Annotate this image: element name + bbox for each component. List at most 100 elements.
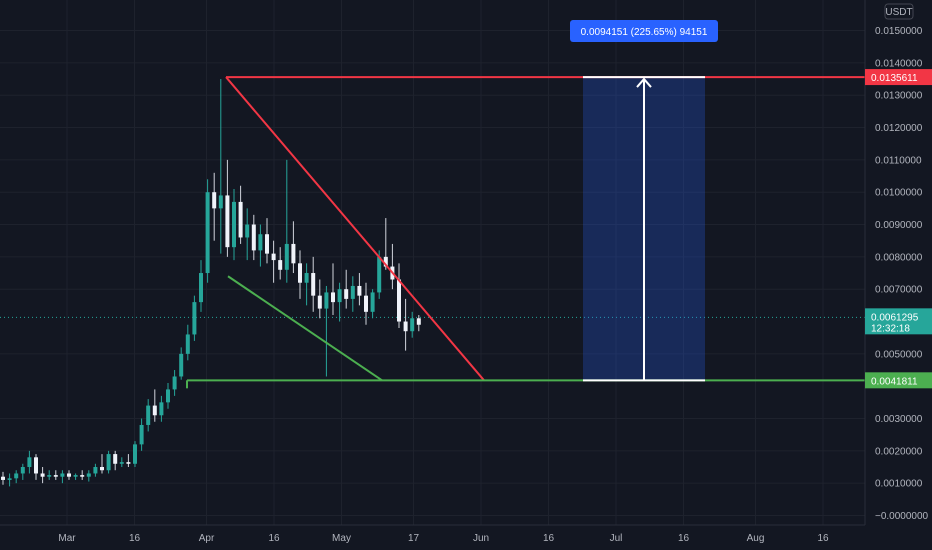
y-tick-label: 0.0090000 (875, 220, 923, 231)
candle-body (304, 273, 309, 283)
y-tick-label: 0.0100000 (875, 188, 923, 199)
y-tick-label: 0.0140000 (875, 58, 923, 69)
candle-body (377, 256, 382, 293)
candle-body (317, 295, 322, 309)
candle-body (218, 195, 223, 209)
candle-body (139, 424, 144, 445)
candle-body (350, 285, 355, 299)
candle-body (80, 475, 85, 477)
current-price-tag-bg (865, 308, 932, 335)
x-tick-label: Mar (58, 533, 76, 544)
y-tick-label: 0.0020000 (875, 446, 923, 457)
candle-body (53, 475, 58, 477)
triangle-descending-line[interactable] (225, 76, 485, 381)
candle-body (416, 318, 421, 325)
candle-body (298, 263, 302, 283)
candle-body (225, 195, 230, 248)
measure-label-box[interactable] (570, 20, 718, 42)
measure-arrow-head (636, 77, 652, 88)
x-tick-label: 16 (129, 533, 141, 544)
candle-body (172, 376, 177, 390)
y-tick-label: 0.0110000 (875, 155, 922, 166)
candle-body (67, 473, 71, 477)
y-tick-label: 0.0050000 (875, 349, 923, 360)
candle-body (258, 234, 263, 251)
candle-body (331, 292, 335, 303)
candle-body (271, 253, 276, 261)
candle-body (40, 473, 45, 477)
candle-body (205, 192, 210, 274)
candle-body (370, 292, 375, 312)
candle-body (232, 201, 236, 248)
candle-body (34, 457, 38, 474)
candle-body (311, 273, 316, 296)
candle-body (324, 292, 329, 309)
candle-body (251, 224, 256, 251)
candle-body (291, 243, 296, 264)
x-tick-label: Aug (747, 533, 765, 544)
support-price-tag: 0.0041811 (871, 376, 918, 387)
candle-body (14, 473, 19, 479)
candle-body (126, 462, 131, 464)
candle-body (166, 389, 170, 403)
candle-body (383, 256, 388, 267)
candle-body (7, 478, 12, 480)
x-tick-label: 16 (817, 533, 829, 544)
candle-body (192, 302, 197, 335)
candle-body (265, 234, 269, 254)
candle-body (47, 475, 52, 477)
candle-body (403, 321, 408, 332)
candle-body (152, 405, 157, 416)
x-tick-label: Jul (610, 533, 623, 544)
x-tick-label: 17 (408, 533, 420, 544)
candle-body (199, 273, 203, 303)
candle-body (179, 353, 184, 377)
candle-body (410, 318, 415, 332)
candle-body (344, 289, 349, 299)
x-tick-label: 16 (678, 533, 690, 544)
current-price-tag: 0.0061295 (871, 312, 919, 323)
y-tick-label: 0.0010000 (875, 479, 923, 490)
candle-body (1, 476, 5, 480)
candle-body (245, 224, 250, 238)
currency-badge (884, 3, 914, 20)
candle-body (357, 285, 362, 296)
y-tick-label: 0.0070000 (875, 285, 923, 296)
y-tick-label: −0.0000000 (875, 511, 929, 522)
x-tick-label: Apr (199, 533, 215, 544)
candle-body (238, 201, 243, 238)
x-tick-label: Jun (473, 533, 489, 544)
candle-body (113, 454, 118, 464)
candle-body (212, 192, 217, 209)
candle-body (60, 473, 65, 477)
candle-body (100, 467, 104, 471)
y-tick-label: 0.0120000 (875, 123, 923, 134)
currency-label: USDT (885, 7, 912, 18)
candle-body (364, 295, 368, 312)
resistance-price-tag-bg (865, 69, 932, 86)
price-axis[interactable] (865, 0, 932, 550)
candle-body (106, 454, 111, 471)
candle-body (397, 279, 401, 322)
current-price-tag-countdown: 12:32:18 (871, 323, 910, 334)
y-tick-label: 0.0030000 (875, 414, 923, 425)
candle-body (27, 457, 32, 468)
y-tick-label: 0.0130000 (875, 91, 923, 102)
candle-body (20, 467, 25, 474)
wedge-lower-line[interactable] (227, 275, 383, 382)
candle-body (284, 243, 289, 270)
candle-body (185, 334, 190, 354)
candle-body (278, 260, 283, 270)
candle-body (93, 467, 98, 474)
candle-body (133, 444, 137, 464)
candle-body (159, 402, 164, 416)
y-tick-label: 0.0080000 (875, 252, 923, 263)
y-tick-label: 0.0150000 (875, 26, 923, 37)
plot-area[interactable] (0, 0, 865, 525)
support-price-tag-bg (865, 372, 932, 389)
candle-body (73, 475, 78, 477)
x-tick-label: 16 (543, 533, 555, 544)
resistance-price-tag: 0.0135611 (871, 73, 918, 84)
